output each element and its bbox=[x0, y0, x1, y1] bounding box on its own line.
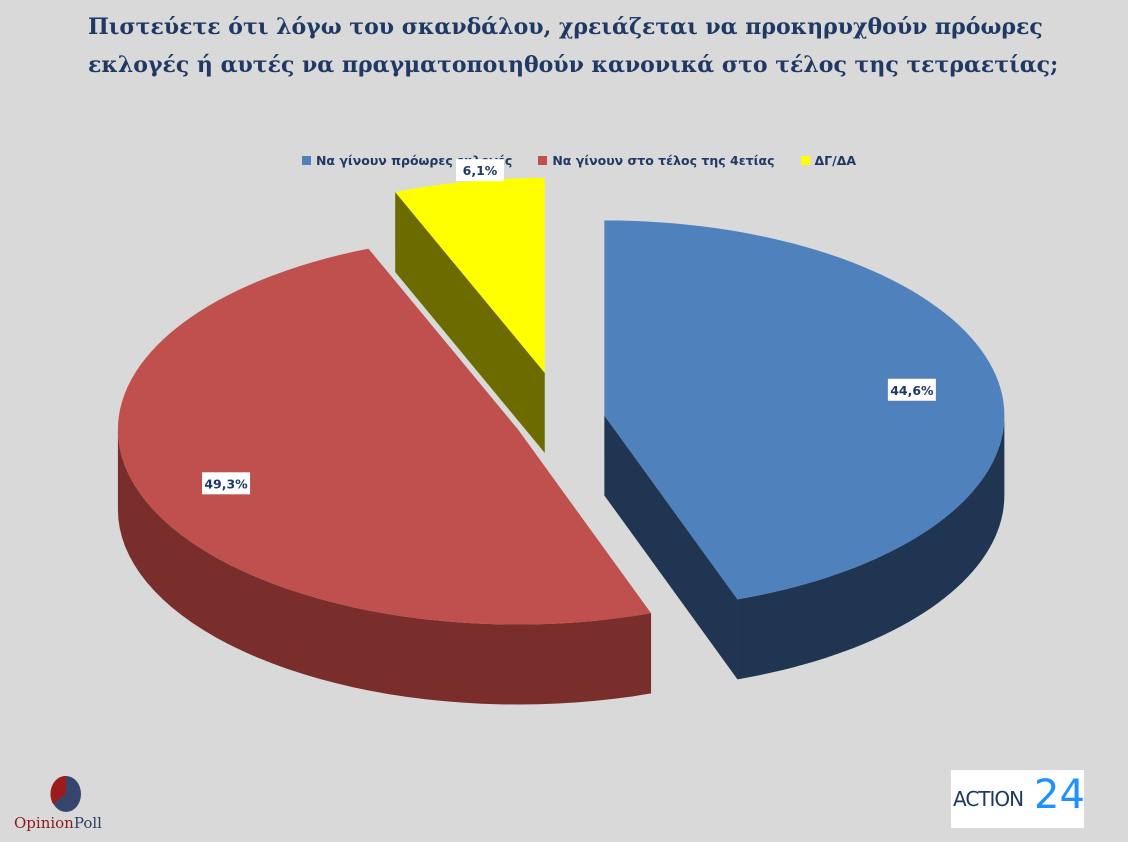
opinionpoll-logo-icon bbox=[50, 775, 81, 812]
pie-slice bbox=[117, 248, 652, 625]
legend-swatch bbox=[301, 156, 311, 165]
chart-title: Πιστεύετε ότι λόγω του σκανδάλου, χρειάζ… bbox=[88, 14, 1059, 78]
action24-logo: ACTION 24 bbox=[951, 770, 1085, 828]
legend-item: Να γίνουν στο τέλος της 4ετίας bbox=[538, 153, 775, 168]
pie-slice bbox=[604, 220, 1005, 600]
data-label-text: 49,3% bbox=[204, 476, 248, 491]
logo-text: Poll bbox=[73, 814, 102, 832]
legend-item: ΔΓ/ΔΑ bbox=[800, 153, 857, 168]
logo-text: ACTION bbox=[953, 787, 1024, 811]
slice-outer-wall bbox=[117, 429, 652, 705]
logo-text: 24 bbox=[1034, 772, 1085, 818]
data-label: 44,6% bbox=[887, 378, 936, 401]
legend-label: ΔΓ/ΔΑ bbox=[814, 153, 857, 168]
data-label-text: 6,1% bbox=[463, 163, 498, 178]
data-label: 6,1% bbox=[456, 159, 505, 182]
pie-slice bbox=[395, 177, 545, 373]
slice-outer-wall bbox=[737, 415, 1005, 680]
logo-text: Opinion bbox=[14, 814, 74, 832]
slice-radial-wall bbox=[395, 192, 545, 453]
data-label-text: 44,6% bbox=[890, 383, 934, 398]
legend-swatch bbox=[538, 156, 548, 165]
legend-swatch bbox=[800, 156, 810, 165]
slice-radial-wall bbox=[604, 415, 738, 680]
legend-label: Να γίνουν στο τέλος της 4ετίας bbox=[552, 153, 775, 168]
opinionpoll-logo: OpinionPoll bbox=[14, 772, 124, 834]
data-label: 49,3% bbox=[202, 472, 251, 495]
